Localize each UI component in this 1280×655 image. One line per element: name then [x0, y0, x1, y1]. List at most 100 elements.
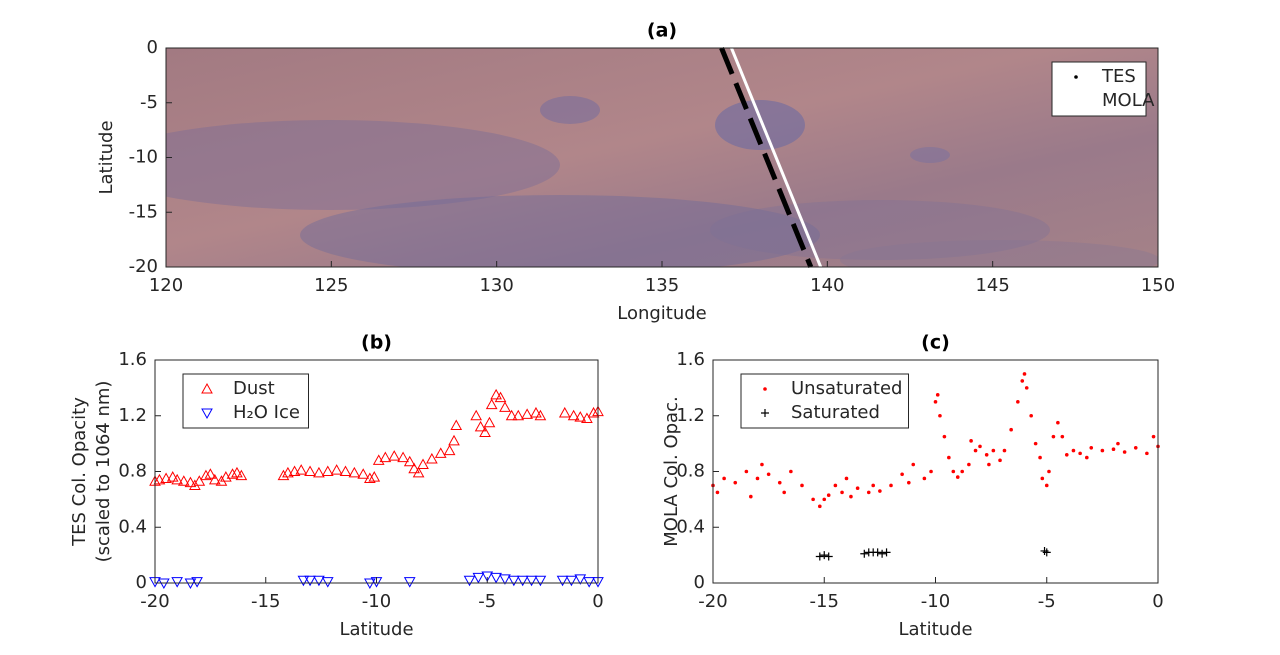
legend-box — [1051, 61, 1147, 117]
x-tick-label: -20 — [140, 591, 169, 612]
marker — [499, 401, 511, 412]
x-tick-label: -5 — [478, 591, 496, 612]
y-axis-label: MOLA Col. Opac. — [661, 396, 682, 546]
marker — [938, 413, 942, 418]
marker — [1100, 448, 1105, 453]
marker — [171, 577, 183, 588]
marker — [860, 549, 869, 558]
marker — [1122, 450, 1127, 454]
y-tick-label: 0 — [694, 572, 705, 593]
x-tick-label: 145 — [975, 275, 1009, 296]
marker — [574, 574, 587, 585]
marker — [900, 472, 904, 477]
marker — [1002, 448, 1007, 453]
marker — [277, 469, 290, 481]
legend-swatch — [761, 409, 769, 417]
x-tick-label: 0 — [1152, 591, 1163, 612]
marker — [521, 408, 533, 419]
y-tick-label: 1.6 — [676, 349, 705, 370]
marker — [849, 494, 853, 499]
marker — [204, 468, 217, 479]
marker — [525, 575, 538, 587]
marker — [443, 444, 456, 456]
x-tick-label: -15 — [810, 591, 839, 612]
y-tick-label: 0 — [147, 37, 158, 58]
marker — [193, 475, 206, 486]
marker — [379, 451, 392, 463]
marker — [722, 476, 726, 481]
marker — [911, 462, 916, 467]
marker — [1085, 455, 1089, 460]
marker — [512, 409, 525, 421]
x-tick-label: 150 — [1141, 275, 1175, 296]
marker — [826, 493, 831, 497]
x-axis-label: Latitude — [898, 619, 972, 640]
panel-title: (a) — [647, 20, 677, 42]
marker — [226, 468, 239, 479]
marker — [397, 451, 409, 463]
marker — [388, 450, 401, 461]
marker — [153, 473, 166, 485]
marker — [208, 473, 221, 485]
marker — [583, 577, 595, 588]
y-axis-label: (scaled to 1064 nm) — [93, 381, 114, 563]
marker — [479, 426, 491, 437]
marker — [991, 448, 996, 453]
marker — [942, 434, 947, 439]
panel-title: (c) — [921, 332, 950, 354]
y-tick-label: 0.4 — [118, 516, 147, 537]
marker — [472, 572, 485, 584]
marker — [1078, 451, 1082, 456]
legend-swatch — [201, 382, 213, 394]
marker — [282, 466, 294, 478]
marker — [1116, 441, 1120, 446]
y-tick-label: 0.8 — [118, 461, 147, 482]
marker — [574, 411, 587, 422]
marker — [840, 490, 844, 495]
legend-swatch — [1074, 99, 1078, 103]
marker — [474, 420, 487, 432]
marker — [505, 409, 518, 421]
marker — [744, 469, 749, 474]
marker — [987, 462, 991, 467]
marker — [1089, 446, 1094, 450]
x-axis-label: Latitude — [339, 619, 413, 640]
x-tick-label: 0 — [592, 591, 603, 612]
marker — [967, 462, 971, 467]
marker — [873, 548, 882, 557]
marker — [969, 439, 973, 443]
marker — [1042, 548, 1051, 557]
y-tick-label: 1.2 — [118, 405, 147, 426]
marker — [304, 465, 316, 476]
marker — [820, 551, 829, 560]
marker — [907, 480, 911, 485]
marker — [339, 465, 352, 476]
marker — [483, 416, 496, 428]
marker — [1044, 483, 1049, 488]
y-tick-label: -20 — [129, 256, 158, 277]
marker — [184, 476, 197, 488]
marker — [951, 469, 956, 474]
marker — [824, 552, 833, 561]
y-tick-label: 1.2 — [676, 405, 705, 426]
marker — [534, 575, 547, 587]
marker — [1020, 379, 1025, 383]
marker — [878, 489, 882, 493]
marker — [177, 475, 190, 486]
marker — [490, 572, 502, 584]
marker — [1029, 413, 1033, 418]
marker — [1064, 452, 1069, 457]
track-line — [719, 47, 814, 268]
legend-label: TES — [1101, 66, 1136, 87]
legend-label: Unsaturated — [791, 378, 902, 399]
marker — [1056, 420, 1060, 425]
marker — [330, 464, 343, 475]
marker — [1016, 400, 1020, 404]
y-tick-label: 0.4 — [676, 516, 705, 537]
marker — [200, 469, 212, 481]
marker — [1009, 427, 1013, 432]
marker — [191, 577, 203, 588]
marker — [822, 497, 827, 502]
marker — [426, 452, 438, 464]
marker — [715, 490, 720, 495]
